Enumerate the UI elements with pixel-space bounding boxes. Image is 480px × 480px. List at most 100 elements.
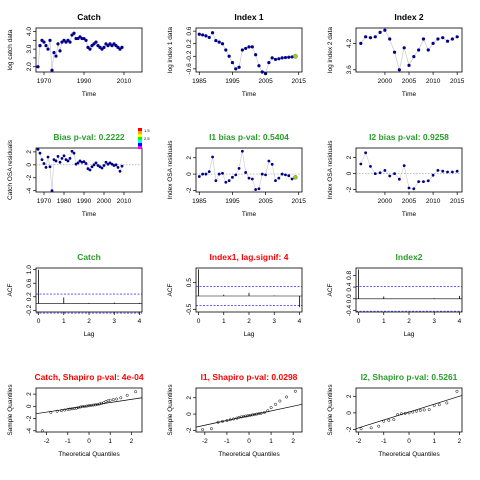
y-tick-label: -2 bbox=[26, 174, 33, 180]
qq-point bbox=[232, 417, 235, 421]
data-point bbox=[280, 56, 284, 60]
qq-point bbox=[63, 408, 67, 412]
colorbar-label: 2.5 bbox=[144, 136, 150, 141]
panel-2: Index 1 1985 1995 2005 2015 -0.6-0.2 0.2 0.6 Tim… bbox=[167, 12, 306, 98]
qq-point bbox=[70, 407, 74, 411]
residual-point bbox=[88, 168, 92, 172]
series-line bbox=[37, 149, 123, 191]
residual-point bbox=[364, 151, 368, 155]
y-tick-label: -0.2 bbox=[186, 50, 193, 62]
plot-frame bbox=[35, 147, 143, 193]
x-axis-label: Time bbox=[242, 211, 257, 218]
y-tick-label: 0.2 bbox=[186, 39, 193, 48]
residual-point bbox=[244, 171, 248, 174]
x-tick-label: 2015 bbox=[291, 198, 306, 205]
residual-point bbox=[378, 171, 382, 175]
qq-point bbox=[285, 395, 288, 399]
y-axis-label: ACF bbox=[7, 283, 14, 296]
residual-point bbox=[64, 158, 68, 162]
y-axis-label: Index OSA residuals bbox=[327, 140, 334, 200]
residual-point bbox=[86, 167, 90, 171]
x-tick-label: 2 bbox=[247, 318, 251, 325]
data-point bbox=[273, 57, 278, 62]
panel-title: Index1, lag.signif: 4 bbox=[210, 252, 289, 262]
data-point bbox=[46, 47, 50, 51]
residual-point bbox=[217, 172, 221, 176]
residual-point bbox=[44, 166, 48, 169]
qq-point bbox=[445, 401, 449, 405]
data-point bbox=[230, 60, 235, 65]
y-tick-label: 0.4 bbox=[346, 282, 353, 291]
residual-point bbox=[436, 169, 440, 172]
qq-point bbox=[278, 399, 282, 403]
data-point bbox=[397, 68, 401, 72]
data-point bbox=[207, 35, 211, 40]
data-point bbox=[455, 35, 459, 39]
x-tick-label: 0 bbox=[407, 438, 411, 445]
y-axis-label: log index 1 data bbox=[167, 27, 174, 73]
x-tick-label: 1995 bbox=[225, 78, 240, 85]
x-tick-label: 1 bbox=[222, 318, 226, 325]
y-tick-label: 0.2 bbox=[26, 292, 33, 301]
series-line bbox=[37, 32, 123, 71]
qq-point bbox=[49, 410, 53, 414]
x-tick-label: 4 bbox=[298, 318, 302, 325]
y-tick-label: -2 bbox=[186, 187, 193, 193]
panel-10: Catch, Shapiro p-val: 4e-04 -2 -1 0 1 2 -4 -2 0 2… bbox=[7, 372, 144, 458]
x-tick-label: 0 bbox=[37, 318, 41, 325]
x-tick-label: 2015 bbox=[291, 78, 306, 85]
x-tick-label: 1970 bbox=[37, 198, 52, 205]
residual-point bbox=[234, 173, 238, 177]
residual-point bbox=[417, 180, 421, 184]
qq-point bbox=[40, 429, 44, 433]
residual-point bbox=[431, 173, 435, 177]
y-tick-label: 0.5 bbox=[186, 278, 193, 287]
y-tick-label: -0.6 bbox=[186, 63, 193, 75]
x-axis-label: Time bbox=[242, 91, 257, 98]
panel-title: I1, Shapiro p-val: 0.0298 bbox=[201, 372, 298, 382]
x-tick-label: 2 bbox=[130, 438, 134, 445]
data-point bbox=[84, 38, 88, 42]
x-tick-label: 3 bbox=[272, 318, 276, 325]
residual-point bbox=[227, 179, 231, 182]
colorbar-segment bbox=[138, 143, 142, 146]
qq-reference-line bbox=[355, 395, 463, 430]
residual-point bbox=[106, 162, 110, 166]
x-tick-label: 1 bbox=[62, 318, 66, 325]
data-point bbox=[267, 60, 271, 65]
qq-reference-line bbox=[35, 397, 143, 415]
residual-point bbox=[56, 155, 60, 158]
residual-point bbox=[441, 169, 445, 173]
data-point bbox=[247, 45, 251, 49]
residual-point bbox=[359, 162, 363, 166]
x-tick-label: 0 bbox=[247, 438, 251, 445]
qq-point bbox=[455, 389, 459, 393]
qq-point bbox=[72, 407, 76, 410]
residual-point bbox=[108, 161, 112, 165]
x-axis-label: Theoretical Quantiles bbox=[218, 451, 280, 458]
panel-3: Index 2 2000 2005 2010 2015 3.6 4.2 Time log ind… bbox=[327, 12, 465, 98]
y-tick-label: 0 bbox=[26, 404, 33, 408]
x-tick-label: 1 bbox=[382, 318, 386, 325]
residual-point bbox=[277, 176, 281, 180]
x-tick-label: 2 bbox=[458, 438, 462, 445]
residual-point bbox=[231, 175, 234, 179]
qq-point bbox=[437, 403, 441, 407]
data-point bbox=[54, 54, 58, 58]
residual-point bbox=[422, 180, 425, 184]
data-point bbox=[237, 65, 241, 69]
qq-point bbox=[415, 409, 419, 413]
residual-point bbox=[100, 166, 104, 170]
colorbar-segment bbox=[138, 140, 142, 143]
residual-point bbox=[102, 164, 106, 167]
data-point bbox=[388, 37, 392, 41]
y-tick-label: 0.8 bbox=[346, 270, 353, 279]
panel-title: Index 1 bbox=[234, 12, 264, 22]
x-tick-label: 3 bbox=[432, 318, 436, 325]
x-tick-label: -2 bbox=[44, 438, 50, 445]
residual-point bbox=[98, 165, 102, 169]
residual-point bbox=[116, 166, 120, 169]
data-point bbox=[254, 53, 258, 57]
residual-point bbox=[72, 151, 76, 155]
